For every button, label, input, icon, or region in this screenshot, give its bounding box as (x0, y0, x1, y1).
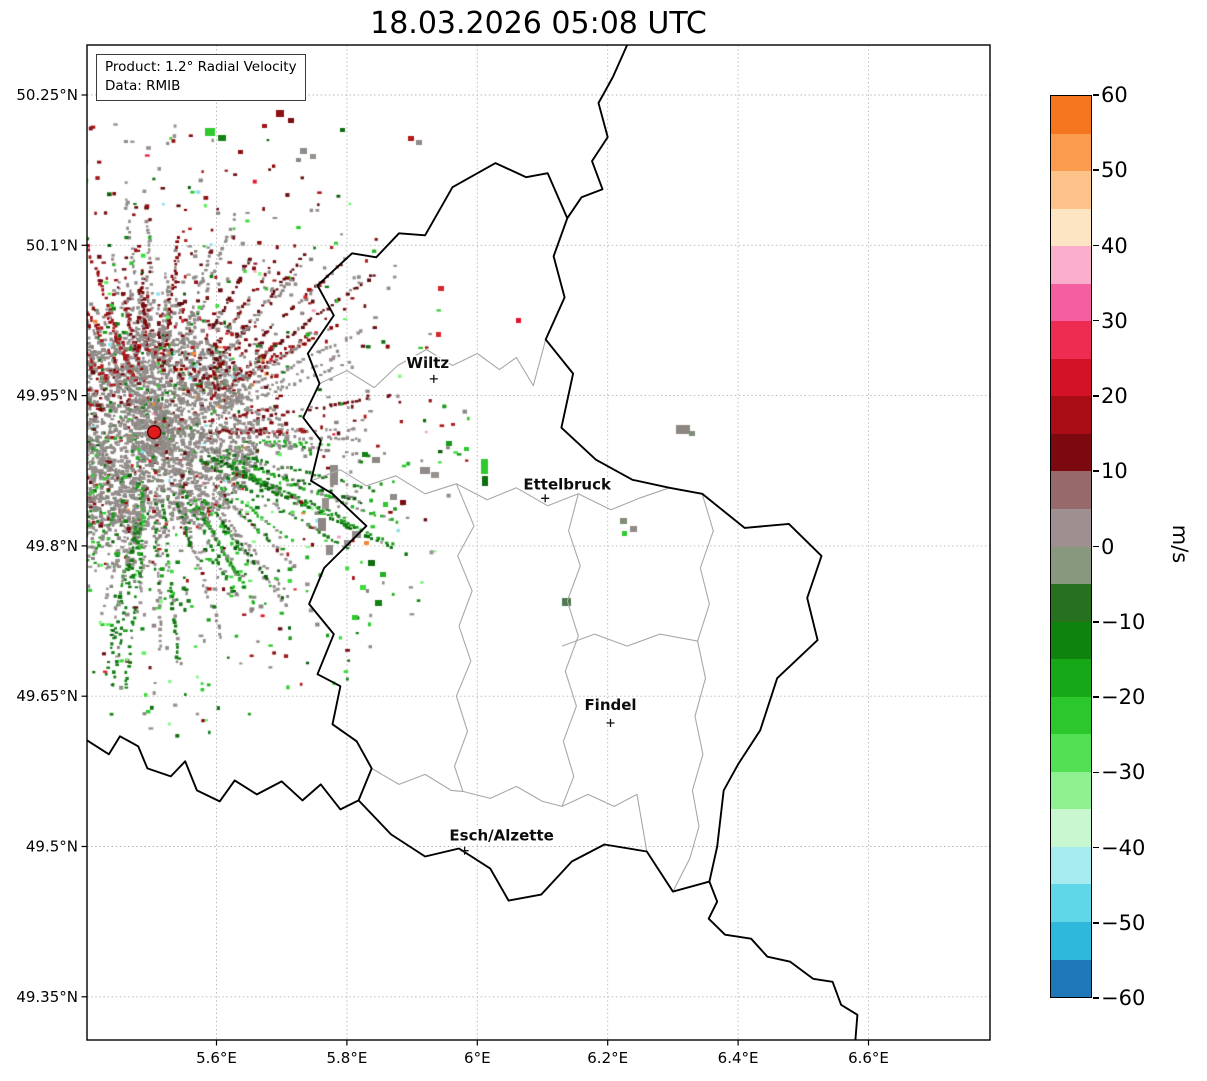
colorbar-tick (1093, 94, 1099, 96)
y-tick-label: 50.25°N (16, 86, 78, 104)
colorbar-band (1051, 509, 1091, 547)
colorbar-tick (1093, 997, 1099, 999)
colorbar (1050, 95, 1092, 998)
colorbar-tick (1093, 169, 1099, 171)
colorbar-band (1051, 809, 1091, 847)
colorbar-band (1051, 959, 1091, 998)
colorbar-band (1051, 884, 1091, 923)
colorbar-tick-label: 60 (1101, 83, 1128, 107)
colorbar-band (1051, 734, 1091, 772)
colorbar-band (1051, 358, 1091, 397)
colorbar-band (1051, 584, 1091, 622)
x-tick-label: 6°E (464, 1049, 491, 1067)
colorbar-tick-label: −10 (1101, 609, 1146, 634)
colorbar-band (1051, 471, 1091, 510)
colorbar-tick-label: −30 (1101, 760, 1146, 785)
colorbar-tick (1093, 922, 1099, 924)
x-tick-label: 6.4°E (718, 1049, 759, 1067)
colorbar-tick (1093, 545, 1099, 548)
colorbar-band (1051, 133, 1091, 172)
colorbar-tick (1093, 470, 1099, 472)
x-tick-label: 5.6°E (196, 1049, 237, 1067)
colorbar-unit-label: m/s (1168, 524, 1192, 564)
colorbar-band (1051, 171, 1091, 209)
x-tick-label: 6.2°E (587, 1049, 628, 1067)
colorbar-tick-label: 20 (1101, 384, 1128, 408)
colorbar-band (1051, 546, 1091, 585)
colorbar-tick (1093, 621, 1099, 623)
y-tick-label: 49.8°N (26, 537, 78, 555)
y-tick-label: 49.65°N (16, 687, 78, 705)
colorbar-tick (1093, 696, 1099, 698)
colorbar-tick-label: 0 (1101, 534, 1115, 559)
colorbar-tick-label: −20 (1101, 685, 1146, 709)
colorbar-tick-label: −50 (1101, 910, 1146, 935)
x-tick-label: 5.8°E (326, 1049, 367, 1067)
colorbar-band (1051, 659, 1091, 697)
colorbar-band (1051, 696, 1091, 735)
colorbar-tick (1093, 319, 1099, 322)
colorbar-tick (1093, 846, 1099, 849)
product-line: Product: 1.2° Radial Velocity (105, 59, 297, 75)
colorbar-band (1051, 321, 1091, 359)
colorbar-tick-label: −40 (1101, 835, 1146, 860)
colorbar-band (1051, 846, 1091, 885)
radar-velocity-field (87, 45, 990, 1040)
colorbar-tick-label: −60 (1101, 986, 1146, 1010)
colorbar-tick-label: 40 (1101, 233, 1128, 258)
colorbar-tick (1093, 395, 1099, 397)
figure-title: 18.03.2026 05:08 UTC (370, 6, 707, 41)
colorbar-band (1051, 433, 1091, 472)
colorbar-band (1051, 621, 1091, 660)
x-tick-label: 6.6°E (848, 1049, 889, 1067)
colorbar-band (1051, 771, 1091, 810)
colorbar-tick-label: 10 (1101, 459, 1128, 484)
colorbar-band (1051, 96, 1091, 134)
colorbar-band (1051, 396, 1091, 434)
colorbar-band (1051, 246, 1091, 284)
y-tick-label: 50.1°N (26, 236, 78, 254)
y-tick-label: 49.5°N (26, 838, 78, 856)
colorbar-tick (1093, 771, 1099, 774)
y-tick-label: 49.35°N (16, 988, 78, 1006)
product-info-box: Product: 1.2° Radial Velocity Data: RMIB (96, 54, 306, 101)
colorbar-tick-label: 50 (1101, 158, 1128, 183)
colorbar-tick (1093, 244, 1099, 247)
y-tick-label: 49.95°N (16, 387, 78, 405)
colorbar-bands (1051, 96, 1091, 998)
colorbar-band (1051, 208, 1091, 247)
colorbar-band (1051, 922, 1091, 960)
colorbar-tick-label: 30 (1101, 308, 1128, 333)
data-source-line: Data: RMIB (105, 77, 181, 94)
colorbar-band (1051, 283, 1091, 322)
